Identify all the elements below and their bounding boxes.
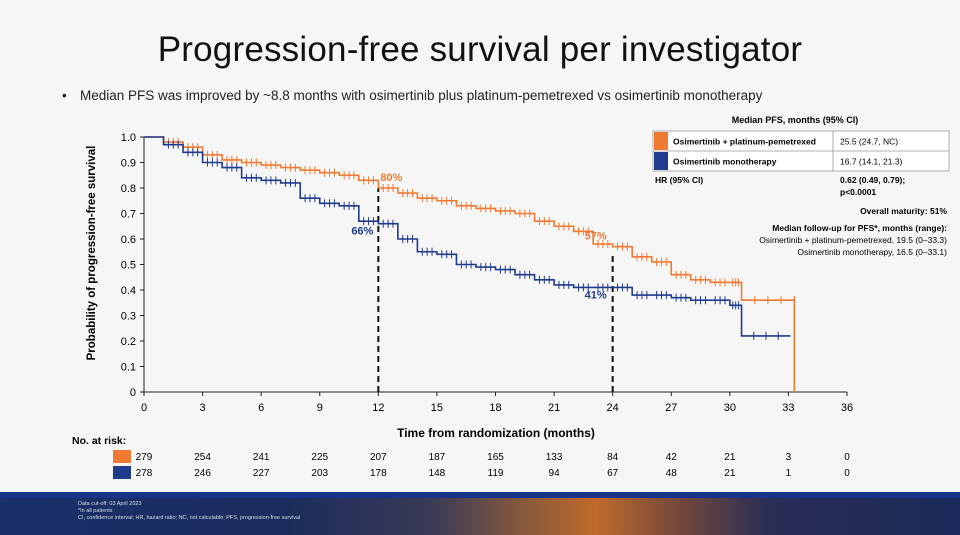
followup-mono: Osimertinib monotherapy, 16.5 (0–33.1)	[797, 247, 947, 257]
abbreviations: CI, confidence interval; HR, hazard rati…	[78, 515, 301, 521]
risk-count-mono: 227	[253, 468, 270, 479]
x-tick-label: 27	[665, 402, 677, 414]
x-tick-label: 0	[141, 402, 147, 414]
hr-value: 0.62 (0.49, 0.79);	[840, 175, 905, 185]
annotation-mono-12: 66%	[351, 226, 373, 238]
annotation-mono-24: 41%	[585, 289, 607, 301]
risk-swatch-mono	[113, 466, 131, 479]
risk-count-combo: 84	[607, 452, 619, 463]
risk-count-mono: 278	[136, 468, 153, 479]
legend-value-mono: 16.7 (14.1, 21.3)	[840, 157, 903, 167]
chart-annotations: 80% 66% 57% 41%	[351, 172, 607, 301]
legend-label-combo: Osimertinib + platinum-pemetrexed	[673, 137, 816, 147]
risk-row-combo: 279 254 241 225 207 187 165 133 84 42 21 3 0	[136, 452, 851, 463]
footer-notes: Data cut-off: 03 April 2023 *In all pati…	[78, 501, 300, 522]
x-tick-label: 21	[548, 402, 560, 414]
y-tick-label: 0.4	[121, 285, 136, 297]
risk-count-mono: 48	[666, 468, 678, 479]
data-cutoff: Data cut-off: 03 April 2023	[78, 501, 142, 507]
risk-count-mono: 94	[549, 468, 561, 479]
risk-count-combo: 42	[666, 452, 678, 463]
x-tick-label: 30	[724, 402, 736, 414]
risk-row-mono: 278 246 227 203 178 148 119 94 67 48 21 1 0	[136, 468, 851, 479]
km-curve-mono	[144, 136, 791, 337]
y-tick-label: 0.5	[121, 260, 136, 272]
legend-swatch-combo	[654, 132, 668, 150]
x-axis-label: Time from randomization (months)	[397, 426, 595, 440]
risk-count-mono: 148	[429, 468, 446, 479]
footer-stripe	[0, 492, 960, 498]
bullet-icon: •	[62, 88, 67, 103]
followup-combo: Osimertinib + platinum-pemetrexed, 19.5 …	[759, 235, 947, 245]
risk-count-combo: 279	[136, 452, 153, 463]
risk-title: No. at risk:	[72, 435, 126, 447]
overall-maturity: Overall maturity: 51%	[860, 206, 947, 216]
risk-count-combo: 21	[724, 452, 736, 463]
legend-swatch-mono	[654, 152, 668, 170]
slide: Progression-free survival per investigat…	[62, 30, 950, 479]
risk-count-combo: 3	[786, 452, 792, 463]
footer-band: Data cut-off: 03 April 2023 *In all pati…	[0, 492, 960, 535]
annotation-combo-12: 80%	[380, 172, 402, 184]
risk-count-combo: 187	[429, 452, 446, 463]
x-tick-label: 3	[200, 402, 206, 414]
x-tick-label: 24	[607, 402, 619, 414]
risk-count-mono: 119	[488, 468, 504, 479]
y-axis-label: Probability of progression-free survival	[86, 146, 98, 361]
y-tick-label: 1.0	[121, 132, 136, 144]
legend-value-combo: 25.5 (24.7, NC)	[840, 137, 898, 147]
page-title: Progression-free survival per investigat…	[157, 30, 803, 69]
followup-title: Median follow-up for PFS*, months (range…	[772, 223, 947, 233]
risk-count-combo: 133	[546, 452, 563, 463]
risk-count-mono: 246	[194, 468, 211, 479]
hr-pvalue: p<0.0001	[840, 187, 876, 197]
legend-header: Median PFS, months (95% CI)	[732, 115, 859, 125]
legend-panel: Median PFS, months (95% CI) Osimertinib …	[652, 115, 950, 257]
y-tick-label: 0.8	[121, 183, 136, 195]
y-tick-label: 0.1	[121, 362, 136, 374]
risk-count-mono: 1	[786, 468, 792, 479]
x-tick-label: 33	[782, 402, 794, 414]
risk-count-combo: 254	[194, 452, 211, 463]
risk-count-mono: 0	[844, 468, 850, 479]
y-tick-label: 0.2	[121, 336, 136, 348]
y-tick-label: 0.9	[121, 158, 136, 170]
y-tick-label: 0.7	[121, 209, 136, 221]
chart-axes: 0 3 6 9 12 15 18 21 24 27 30 33 3600.10.20.30.40.50.…	[121, 132, 853, 414]
x-tick-label: 12	[372, 402, 384, 414]
x-tick-label: 15	[431, 402, 443, 414]
chart-series	[144, 136, 796, 392]
risk-count-combo: 241	[253, 452, 270, 463]
footnote-all-patients: *In all patients	[78, 508, 113, 514]
risk-count-mono: 21	[724, 468, 736, 479]
risk-count-combo: 207	[370, 452, 387, 463]
km-chart: 0 3 6 9 12 15 18 21 24 27 30 33 3600.10.20.30.40.50.…	[72, 115, 950, 479]
x-tick-label: 36	[841, 402, 853, 414]
x-tick-label: 9	[317, 402, 323, 414]
risk-count-mono: 67	[607, 468, 619, 479]
risk-count-combo: 165	[487, 452, 504, 463]
risk-count-combo: 225	[311, 452, 328, 463]
risk-count-mono: 203	[311, 468, 328, 479]
annotation-combo-24: 57%	[585, 231, 607, 243]
hr-label: HR (95% CI)	[655, 175, 703, 185]
risk-table: No. at risk: 279 254 241 225 207 187 165 133 84 4…	[72, 435, 850, 479]
bullet-point: • Median PFS was improved by ~8.8 months …	[62, 88, 762, 103]
risk-swatch-combo	[113, 450, 131, 463]
x-tick-label: 18	[489, 402, 501, 414]
risk-count-combo: 0	[844, 452, 850, 463]
bullet-text: Median PFS was improved by ~8.8 months w…	[80, 88, 763, 103]
risk-count-mono: 178	[370, 468, 387, 479]
y-tick-label: 0	[130, 387, 136, 399]
legend-label-mono: Osimertinib monotherapy	[673, 157, 777, 167]
y-tick-label: 0.6	[121, 234, 136, 246]
x-tick-label: 6	[258, 402, 264, 414]
y-tick-label: 0.3	[121, 311, 136, 323]
